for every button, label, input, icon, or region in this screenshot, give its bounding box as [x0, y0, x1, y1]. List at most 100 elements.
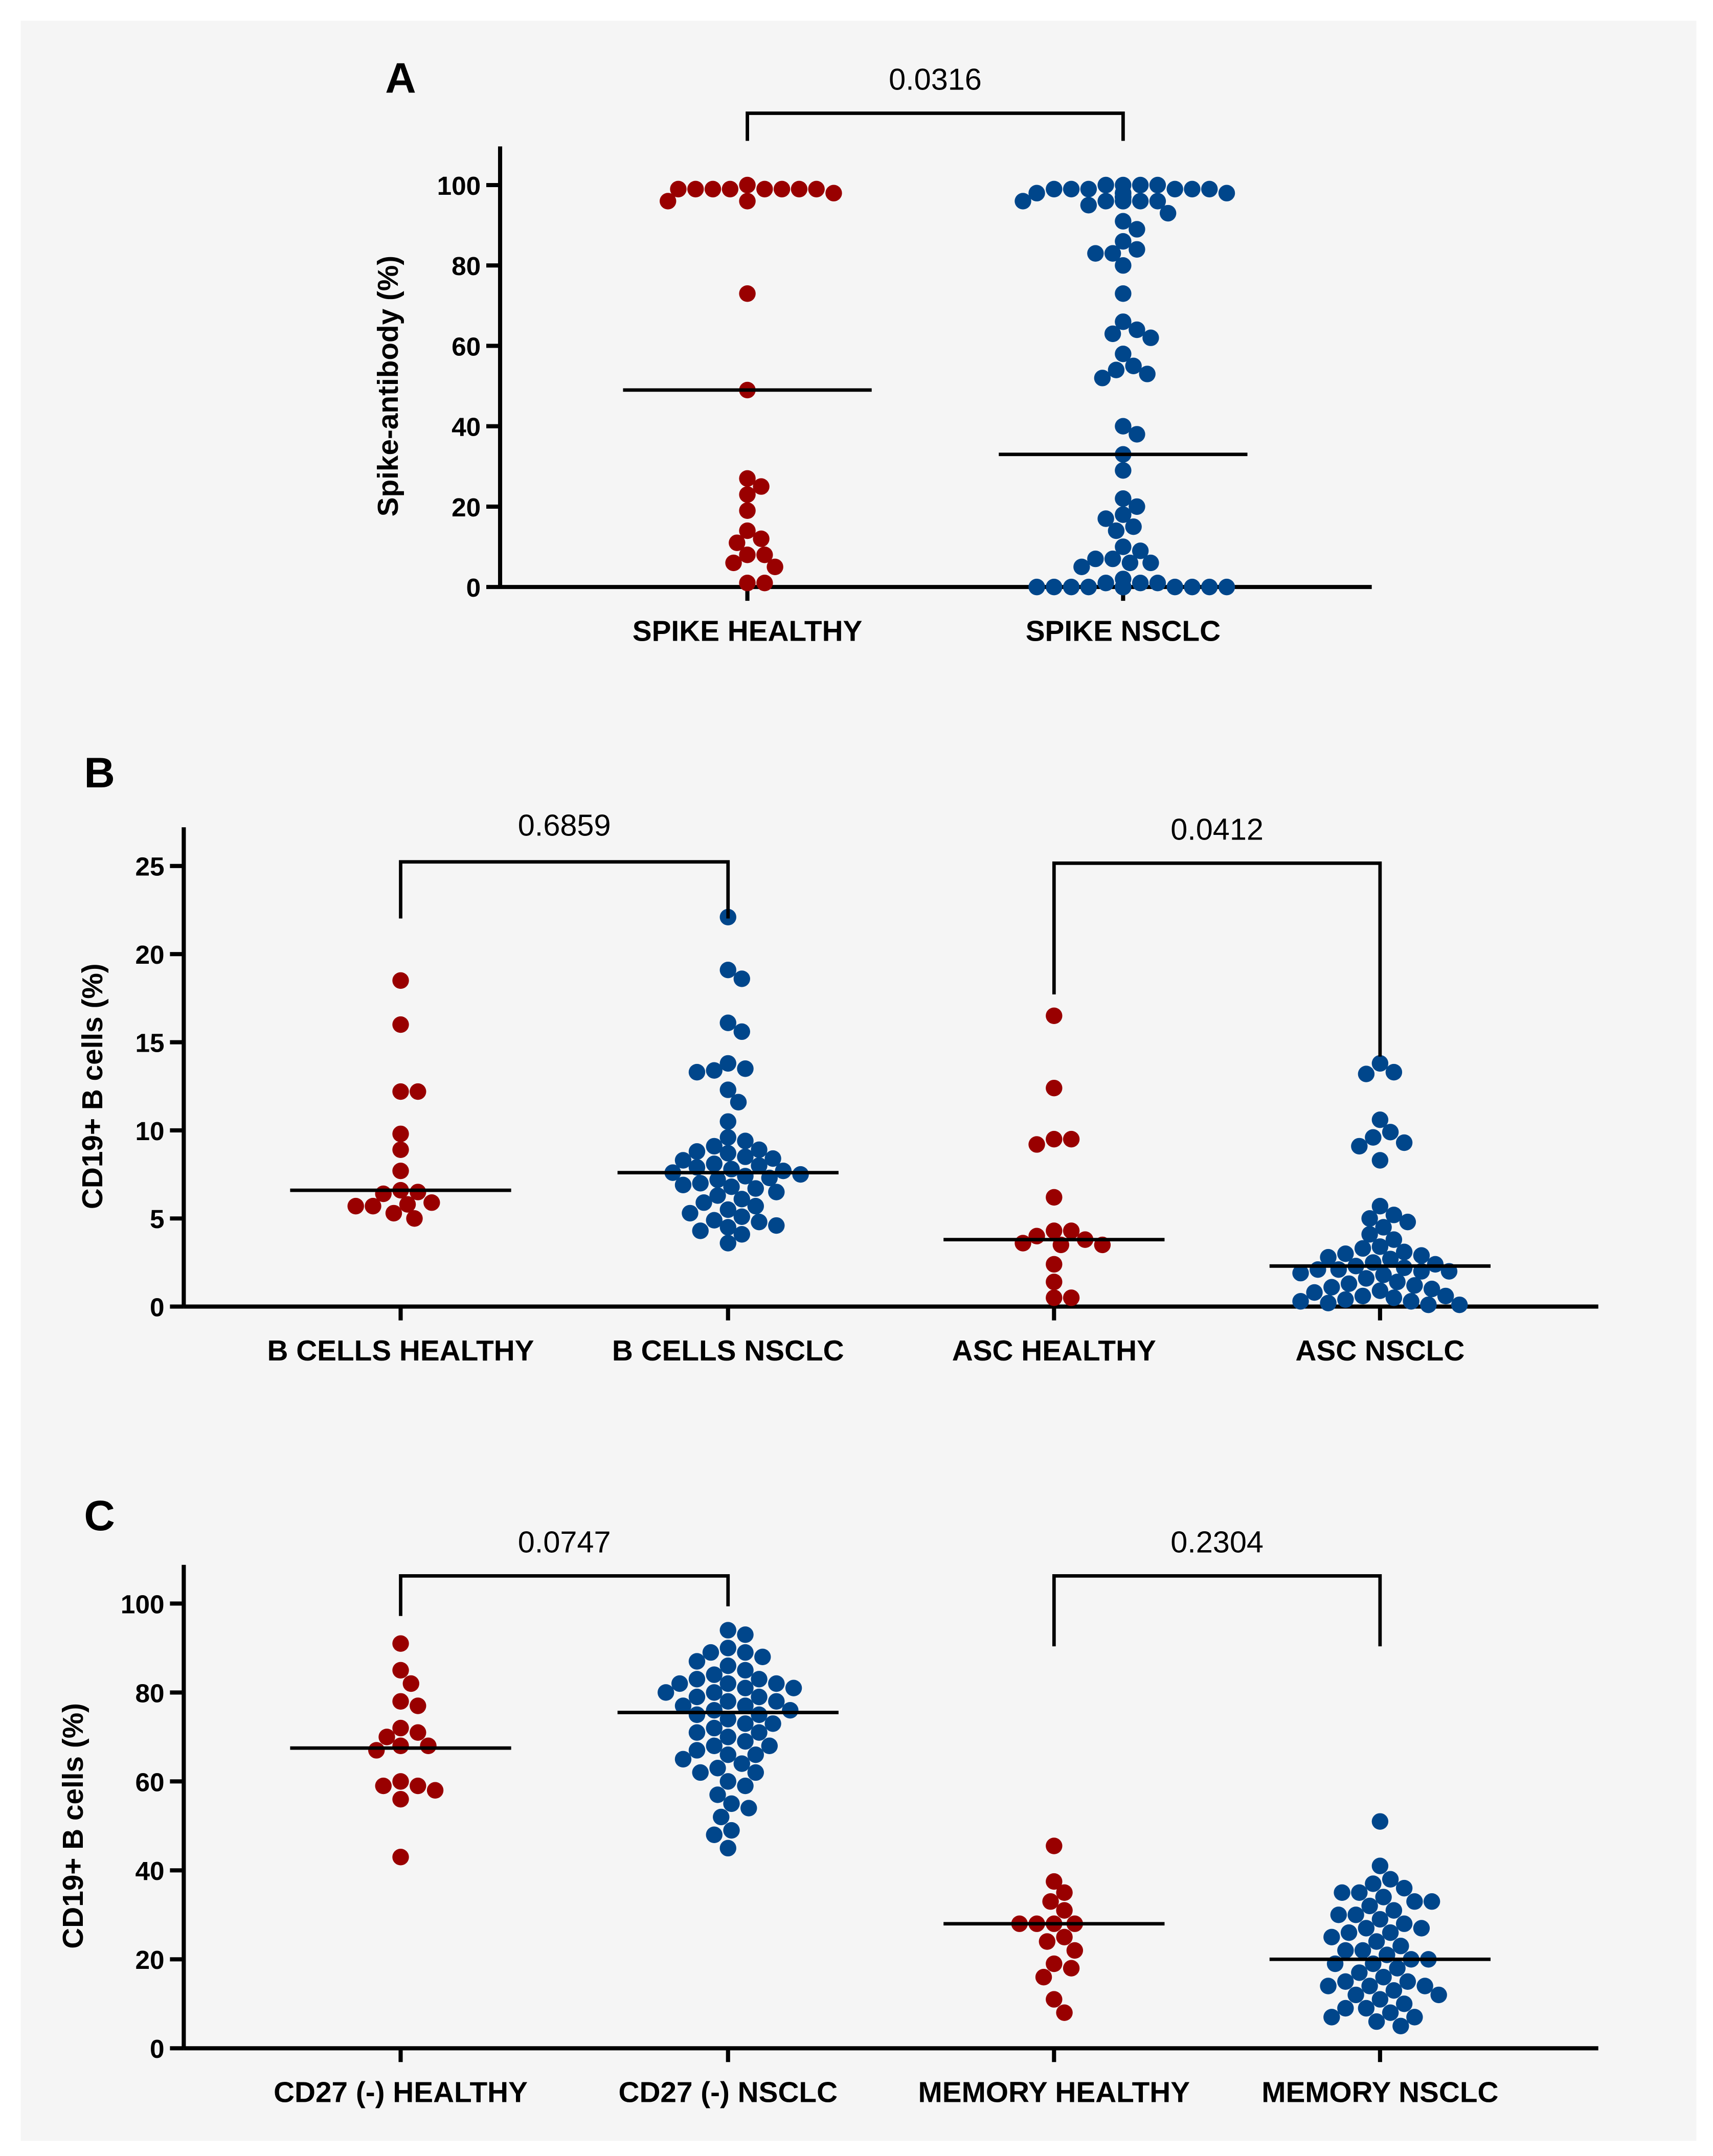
p-value-label: 0.0316 [889, 62, 982, 97]
data-point [1108, 522, 1125, 539]
y-tick-label: 40 [135, 1856, 164, 1886]
data-point [723, 1795, 740, 1812]
data-point [1354, 1240, 1371, 1257]
data-point [1347, 1986, 1364, 2004]
data-point [706, 1701, 723, 1719]
data-point [1080, 578, 1097, 596]
data-point [378, 1729, 395, 1745]
data-point [1413, 1247, 1430, 1264]
data-point [1375, 1266, 1392, 1283]
significance-bracket [746, 111, 1125, 141]
data-point [1104, 550, 1121, 568]
data-point [1201, 180, 1218, 198]
significance-bracket [399, 1574, 730, 1616]
y-axis-label: CD19+ B cells (%) [77, 963, 109, 1209]
panel-letter: B [84, 748, 115, 797]
data-point [737, 1777, 754, 1795]
data-point [764, 1715, 781, 1732]
data-point [751, 1213, 768, 1231]
x-category-label: CD27 (-) NSCLC [618, 2077, 838, 2109]
data-point [1218, 185, 1235, 201]
data-point [692, 1764, 709, 1781]
data-point [1337, 2000, 1354, 2017]
data-point [719, 1201, 736, 1218]
data-point [1358, 1270, 1375, 1287]
data-point [392, 1849, 409, 1866]
data-point [1358, 2000, 1375, 2017]
data-point [1039, 1933, 1056, 1950]
data-point [392, 1635, 409, 1652]
data-point [1399, 1973, 1416, 1990]
data-point [754, 1648, 771, 1666]
data-point [1097, 193, 1114, 210]
data-point [825, 185, 842, 201]
data-point [723, 1178, 740, 1195]
data-point [1063, 1289, 1080, 1306]
data-point [1056, 1928, 1073, 1946]
data-point [1115, 345, 1132, 362]
data-point [706, 1212, 723, 1229]
data-point [347, 1197, 364, 1215]
data-point [723, 1822, 740, 1839]
data-point [688, 1742, 706, 1759]
data-point [733, 1226, 750, 1243]
data-point [1115, 418, 1132, 435]
data-point [706, 1719, 723, 1737]
x-category-label: CD27 (-) HEALTHY [274, 2077, 528, 2109]
data-point [1361, 1226, 1378, 1243]
data-point [1358, 1065, 1375, 1082]
data-point [706, 1666, 723, 1683]
data-point [1115, 538, 1132, 555]
data-point [1382, 1924, 1399, 1941]
data-point [706, 1155, 723, 1172]
data-point [365, 1197, 381, 1215]
data-point [706, 1138, 723, 1155]
data-point [1121, 554, 1139, 572]
data-point [1351, 1964, 1368, 1981]
data-point [1392, 1938, 1409, 1955]
data-point [1115, 193, 1132, 210]
data-point [1028, 185, 1045, 201]
data-point [1306, 1284, 1323, 1301]
x-category-label: ASC NSCLC [1295, 1335, 1464, 1367]
data-point [392, 1125, 409, 1142]
data-point [392, 1662, 409, 1679]
data-point [1046, 180, 1063, 198]
data-point [792, 1166, 809, 1183]
data-point [1399, 1213, 1416, 1231]
y-tick-label: 100 [437, 171, 481, 200]
data-point [1413, 1920, 1430, 1937]
data-point [1132, 176, 1149, 194]
data-point [1385, 1902, 1403, 1919]
data-point [719, 1113, 736, 1130]
data-point [756, 575, 773, 592]
data-point [1201, 578, 1218, 596]
data-point [719, 1657, 736, 1674]
data-point [1385, 1982, 1403, 1999]
significance-bracket [1052, 861, 1382, 1057]
data-point [791, 180, 808, 198]
data-point [1115, 233, 1132, 250]
data-point [1087, 245, 1104, 262]
data-point [1097, 575, 1114, 592]
data-point [688, 1671, 706, 1688]
data-point [709, 1171, 726, 1188]
data-point [1395, 1134, 1413, 1151]
data-point [1104, 245, 1121, 262]
data-point [709, 1760, 726, 1777]
data-point [1361, 1978, 1378, 1994]
data-point [1382, 1251, 1399, 1267]
data-point [704, 180, 722, 198]
data-point [674, 1751, 692, 1768]
y-tick-label: 0 [150, 2034, 165, 2063]
data-point [1340, 1924, 1358, 1941]
data-point [1129, 498, 1145, 515]
data-point [1371, 1991, 1389, 2008]
data-point [688, 1143, 706, 1160]
data-point [392, 1773, 409, 1790]
data-point [1389, 1274, 1406, 1290]
data-point [1392, 2017, 1409, 2035]
data-point [719, 1129, 736, 1146]
data-point [740, 1800, 757, 1817]
data-point [1340, 1275, 1358, 1292]
